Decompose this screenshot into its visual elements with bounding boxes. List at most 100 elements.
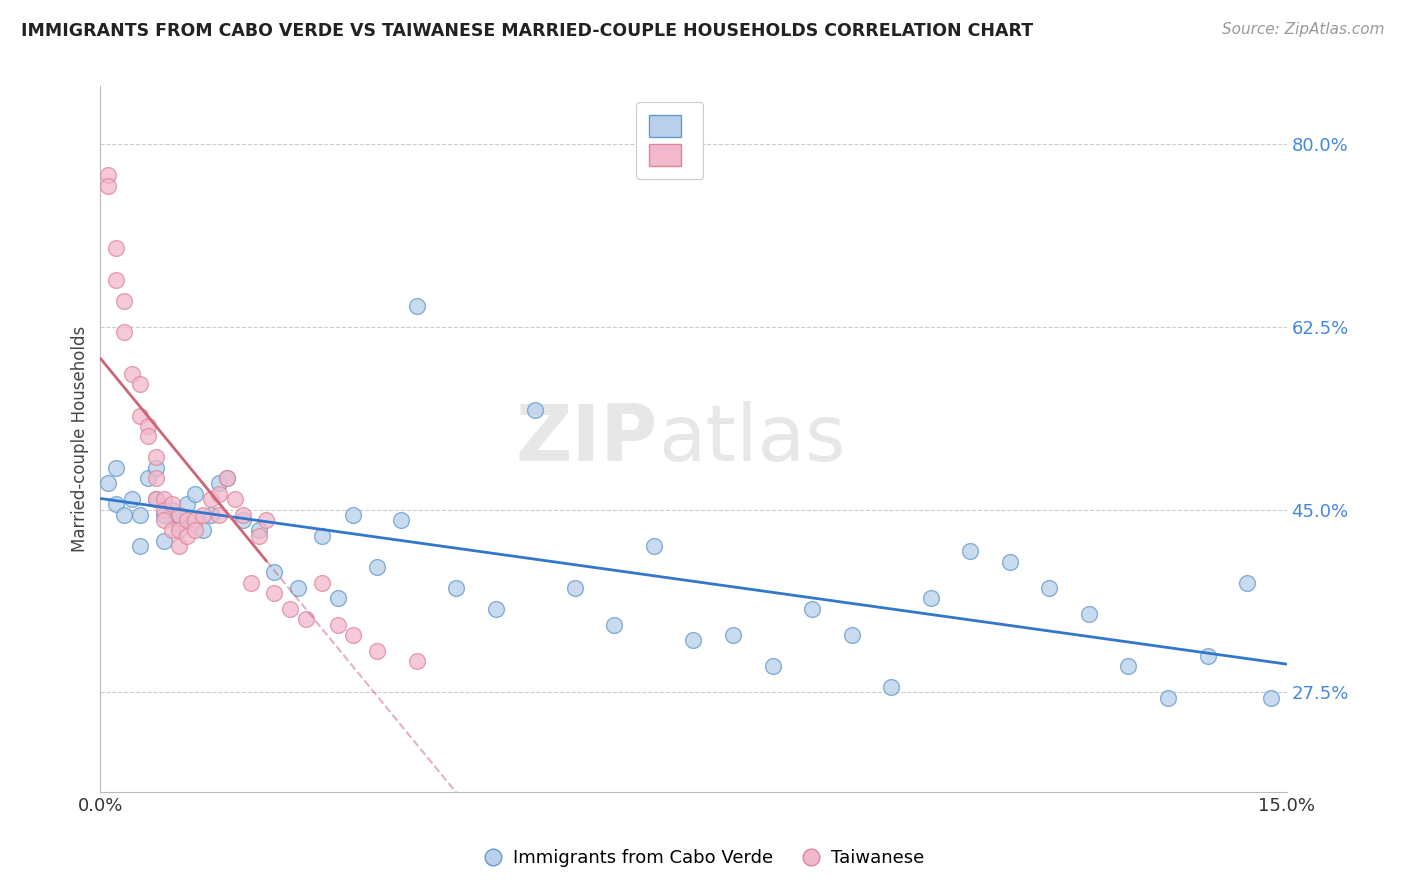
- Legend: , : ,: [637, 103, 703, 179]
- Point: [136, 419, 159, 434]
- Point: [1077, 607, 1099, 621]
- Point: [200, 508, 222, 522]
- Point: [841, 628, 863, 642]
- Point: [128, 508, 150, 522]
- Point: [1118, 659, 1140, 673]
- Point: [263, 566, 285, 580]
- Point: [97, 168, 120, 182]
- Point: [176, 513, 198, 527]
- Point: [128, 539, 150, 553]
- Point: [311, 529, 333, 543]
- Point: [366, 560, 388, 574]
- Point: [152, 502, 174, 516]
- Point: [152, 492, 174, 507]
- Point: [200, 492, 222, 507]
- Point: [145, 492, 167, 507]
- Point: [920, 591, 942, 606]
- Point: [1236, 575, 1258, 590]
- Point: [97, 178, 120, 193]
- Point: [112, 508, 135, 522]
- Point: [169, 508, 191, 522]
- Point: [169, 508, 191, 522]
- Point: [169, 524, 191, 538]
- Point: [160, 502, 183, 516]
- Point: [112, 293, 135, 308]
- Point: [121, 367, 143, 381]
- Point: [1197, 648, 1219, 663]
- Point: [998, 555, 1021, 569]
- Point: [208, 476, 231, 491]
- Point: [145, 492, 167, 507]
- Point: [105, 497, 128, 511]
- Point: [326, 591, 349, 606]
- Point: [105, 460, 128, 475]
- Point: [145, 450, 167, 465]
- Point: [136, 429, 159, 443]
- Point: [184, 487, 207, 501]
- Point: [136, 471, 159, 485]
- Point: [105, 241, 128, 255]
- Point: [184, 524, 207, 538]
- Point: [721, 628, 744, 642]
- Point: [169, 518, 191, 533]
- Point: [176, 529, 198, 543]
- Point: [169, 539, 191, 553]
- Point: [295, 612, 318, 626]
- Point: [224, 492, 246, 507]
- Point: [191, 524, 214, 538]
- Point: [342, 628, 364, 642]
- Legend: Immigrants from Cabo Verde, Taiwanese: Immigrants from Cabo Verde, Taiwanese: [475, 842, 931, 874]
- Point: [145, 471, 167, 485]
- Point: [564, 581, 586, 595]
- Point: [254, 513, 277, 527]
- Text: atlas: atlas: [658, 401, 845, 477]
- Point: [128, 377, 150, 392]
- Point: [880, 680, 903, 694]
- Point: [1038, 581, 1060, 595]
- Point: [1157, 690, 1180, 705]
- Point: [191, 508, 214, 522]
- Point: [232, 508, 254, 522]
- Point: [263, 586, 285, 600]
- Point: [239, 575, 262, 590]
- Text: Source: ZipAtlas.com: Source: ZipAtlas.com: [1222, 22, 1385, 37]
- Point: [176, 497, 198, 511]
- Point: [311, 575, 333, 590]
- Point: [128, 409, 150, 423]
- Point: [326, 617, 349, 632]
- Point: [112, 325, 135, 339]
- Point: [247, 529, 270, 543]
- Point: [184, 513, 207, 527]
- Point: [152, 513, 174, 527]
- Point: [160, 497, 183, 511]
- Point: [524, 403, 547, 417]
- Point: [485, 602, 508, 616]
- Point: [682, 633, 704, 648]
- Point: [247, 524, 270, 538]
- Point: [105, 273, 128, 287]
- Point: [278, 602, 301, 616]
- Point: [215, 471, 238, 485]
- Point: [215, 471, 238, 485]
- Point: [121, 492, 143, 507]
- Point: [405, 299, 427, 313]
- Point: [366, 643, 388, 657]
- Point: [801, 602, 824, 616]
- Point: [761, 659, 783, 673]
- Text: IMMIGRANTS FROM CABO VERDE VS TAIWANESE MARRIED-COUPLE HOUSEHOLDS CORRELATION CH: IMMIGRANTS FROM CABO VERDE VS TAIWANESE …: [21, 22, 1033, 40]
- Point: [145, 460, 167, 475]
- Point: [643, 539, 665, 553]
- Point: [603, 617, 626, 632]
- Point: [208, 508, 231, 522]
- Point: [342, 508, 364, 522]
- Point: [389, 513, 412, 527]
- Point: [152, 508, 174, 522]
- Point: [1260, 690, 1282, 705]
- Point: [97, 476, 120, 491]
- Point: [232, 513, 254, 527]
- Point: [287, 581, 309, 595]
- Point: [405, 654, 427, 668]
- Point: [152, 533, 174, 548]
- Point: [208, 487, 231, 501]
- Point: [160, 524, 183, 538]
